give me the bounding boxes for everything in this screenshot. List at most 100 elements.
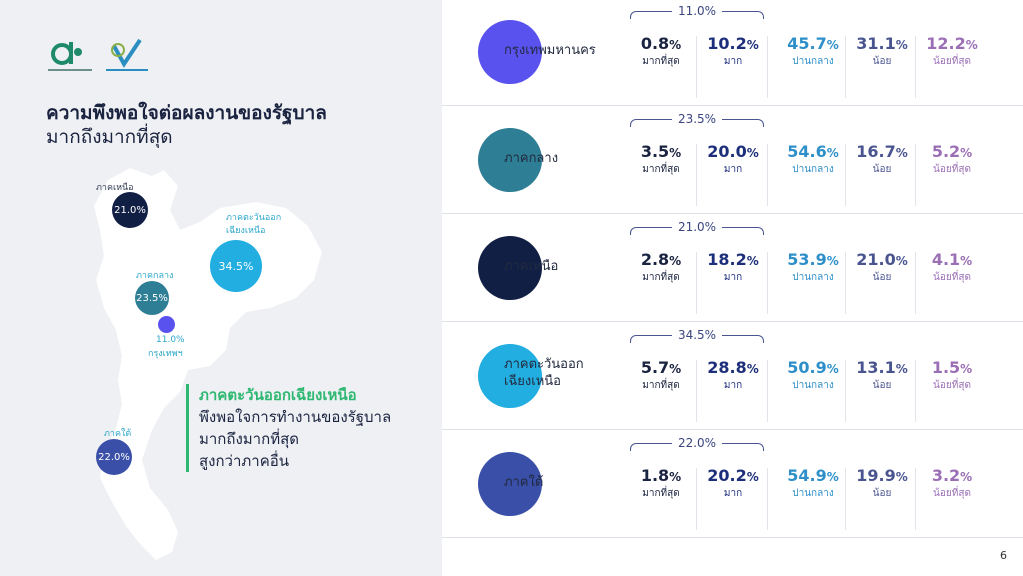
value-text: 5.7 [640,358,670,377]
column-divider [845,36,846,98]
value-number: 21.0% [847,250,917,271]
column-divider [915,36,916,98]
value-label: น้อย [872,164,892,175]
map-value-bangkok: 11.0% [156,335,185,345]
value-cell: 2.8% มากที่สุด [626,250,696,285]
value-label: ปานกลาง [792,164,834,175]
percent-sign: % [960,254,973,268]
value-text: 5.2 [931,142,961,161]
percent-sign: % [746,470,759,484]
region-row: ภาคกลาง 23.5% 3.5% มากที่สุด 20.0% มาก 54.6% ปา… [442,106,1023,214]
value-number: 54.9% [778,466,848,487]
column-divider [845,144,846,206]
region-row: ภาคตะวันออก เฉียงเหนือ 34.5% 5.7% มากที่สุด… [442,322,1023,430]
column-divider [767,144,768,206]
value-number: 3.5% [626,142,696,163]
map-label-south: ภาคใต้ [104,429,132,439]
value-text: 12.2 [926,34,966,53]
value-text: 1.8 [640,466,670,485]
value-number: 20.0% [698,142,768,163]
value-text: 53.9 [787,250,827,269]
emblem-icon [106,38,148,71]
page-title: ความพึงพอใจต่อผลงานของรัฐบาล [46,102,327,124]
column-divider [767,468,768,530]
highlight-callout: ภาคตะวันออกเฉียงเหนือ พึงพอใจการทำงานของ… [186,384,391,472]
value-number: 50.9% [778,358,848,379]
value-text: 54.9 [787,466,827,485]
value-text: 20.2 [707,466,747,485]
value-text: 21.0 [856,250,896,269]
value-label: มาก [723,56,743,67]
column-divider [767,36,768,98]
value-number: 0.8% [626,34,696,55]
value-number: 13.1% [847,358,917,379]
value-cell: 16.7% น้อย [847,142,917,177]
percent-sign: % [895,362,908,376]
value-text: 54.6 [787,142,827,161]
region-circle [478,20,542,84]
column-divider [696,252,697,314]
percent-sign: % [960,362,973,376]
callout-line: พึงพอใจการทำงานของรัฐบาล [199,408,392,426]
region-name: ภาคตะวันออก เฉียงเหนือ [504,357,584,389]
value-cell: 54.6% ปานกลาง [778,142,848,177]
value-text: 19.9 [856,466,896,485]
percent-sign: % [895,146,908,160]
value-label: น้อย [872,380,892,391]
value-label: ปานกลาง [792,272,834,283]
value-cell: 1.8% มากที่สุด [626,466,696,501]
region-circle [478,236,542,300]
column-divider [915,144,916,206]
percent-sign: % [669,362,682,376]
value-cell: 31.1% น้อย [847,34,917,69]
percent-sign: % [746,38,759,52]
value-text: 3.2 [931,466,961,485]
callout-line: มากถึงมากที่สุด [199,430,299,448]
top-two-bracket: 21.0% [630,220,764,235]
value-number: 5.2% [917,142,987,163]
map-label-bangkok: กรุงเทพฯ [148,349,183,359]
value-cell: 20.0% มาก [698,142,768,177]
percent-sign: % [895,38,908,52]
value-label: ปานกลาง [792,488,834,499]
value-label: ปานกลาง [792,380,834,391]
value-text: 50.9 [787,358,827,377]
value-text: 28.8 [707,358,747,377]
top-two-bracket: 11.0% [630,4,764,19]
value-text: 45.7 [787,34,827,53]
map-label-central: ภาคกลาง [136,271,174,281]
region-row: ภาคใต้ 22.0% 1.8% มากที่สุด 20.2% มาก 54.9% ปาน… [442,430,1023,538]
top-two-bracket: 34.5% [630,328,764,343]
value-number: 31.1% [847,34,917,55]
value-number: 4.1% [917,250,987,271]
value-label: ปานกลาง [792,56,834,67]
value-cell: 4.1% น้อยที่สุด [917,250,987,285]
value-label: น้อยที่สุด [933,272,971,283]
value-cell: 12.2% น้อยที่สุด [917,34,987,69]
value-label: มาก [723,488,743,499]
column-divider [845,252,846,314]
column-divider [915,252,916,314]
column-divider [767,252,768,314]
left-panel: ความพึงพอใจต่อผลงานของรัฐบาล มากถึงมากที… [0,0,442,576]
value-cell: 45.7% ปานกลาง [778,34,848,69]
value-label: มากที่สุด [642,164,680,175]
percent-sign: % [669,38,682,52]
percent-sign: % [895,254,908,268]
map-label-northeast: ภาคตะวันออก เฉียงเหนือ [226,213,282,236]
value-cell: 18.2% มาก [698,250,768,285]
value-number: 10.2% [698,34,768,55]
percent-sign: % [826,470,839,484]
value-label: น้อยที่สุด [933,56,971,67]
value-label: น้อยที่สุด [933,164,971,175]
logo-icon [48,42,92,71]
column-divider [696,360,697,422]
value-label: มากที่สุด [642,488,680,499]
column-divider [915,468,916,530]
map-bubble-northeast: 34.5% [210,240,262,292]
value-number: 3.2% [917,466,987,487]
value-text: 16.7 [856,142,896,161]
value-label: น้อย [872,272,892,283]
value-number: 5.7% [626,358,696,379]
value-cell: 3.2% น้อยที่สุด [917,466,987,501]
